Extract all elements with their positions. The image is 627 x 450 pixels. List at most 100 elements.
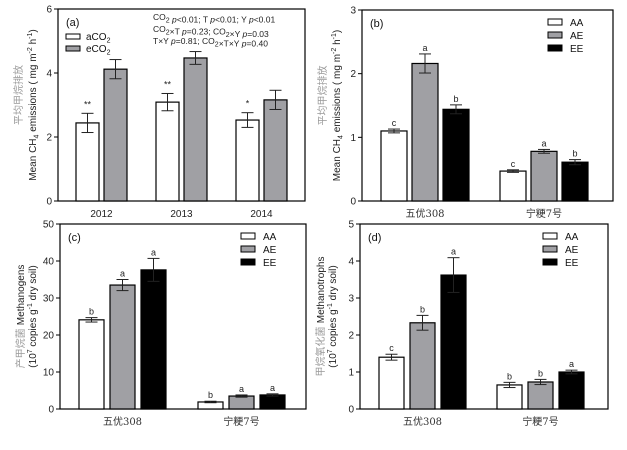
stats-line-part: p — [171, 15, 177, 25]
y-tick-label: 2 — [46, 133, 52, 144]
legend-swatch-AE — [240, 245, 256, 253]
stats-line-part: CO — [153, 12, 166, 22]
y-axis-label-units-part: copies g — [328, 309, 339, 349]
x-category-label: 2013 — [170, 209, 193, 220]
y-axis-label-units: (107 copies g-1 dry soil) — [327, 265, 339, 367]
bar-AE-1 — [228, 395, 255, 410]
stats-line-part: < — [215, 15, 220, 25]
legend-swatch-aCO2 — [65, 33, 81, 40]
significance-label: a — [120, 269, 125, 279]
legend-label-part: 2 — [107, 38, 111, 45]
significance-label: a — [569, 359, 574, 369]
legend: AA AE EE — [542, 232, 579, 269]
y-tick-label: 4 — [348, 257, 354, 268]
stats-line-part: 2 — [166, 30, 170, 37]
y-tick-label: 30 — [43, 294, 55, 305]
legend-swatch-AE — [542, 245, 558, 253]
y-tick-label: 5 — [348, 220, 354, 231]
significance-label: a — [151, 247, 156, 257]
plot-frame — [59, 223, 307, 410]
y-axis-label: 产甲烷菌 Methanogens — [14, 265, 27, 369]
bar-AE-0 — [409, 322, 436, 410]
bar-aCO2-2 — [235, 119, 260, 202]
bar-AE-1 — [530, 150, 558, 202]
bar-eCO2-2 — [263, 99, 288, 202]
stats-line-part: CO — [213, 27, 226, 37]
y-tick-label: 6 — [46, 5, 52, 16]
y-tick-label: 20 — [43, 331, 55, 342]
stats-line-part: = — [247, 29, 252, 39]
bar-EE-0 — [440, 274, 467, 410]
y-axis-label-en: Methanogens — [16, 265, 27, 326]
legend-label: eCO2 — [86, 44, 111, 57]
x-category-label: 宁粳7号 — [526, 207, 562, 220]
stats-line-part: 0.01 — [259, 15, 276, 25]
y-axis-label-en: Methanotrophs — [316, 257, 327, 324]
significance-label: a — [270, 383, 275, 393]
y-axis-label: Mean CH4 emissions ( mg m-2 h-1) — [27, 29, 41, 180]
significance-label: b — [507, 371, 512, 381]
x-category-label: 宁粳7号 — [223, 415, 259, 428]
legend: AA AE EE — [547, 18, 584, 55]
y-axis-label-units-part: dry soil) — [328, 265, 339, 303]
y-axis-label-part: 4 — [338, 135, 345, 139]
y-tick-label: 0 — [348, 405, 354, 416]
y-axis-label-part: -2 — [331, 48, 338, 54]
bar-AE-0 — [411, 62, 439, 202]
panel-label: (c) — [68, 232, 81, 244]
significance-label: b — [89, 307, 94, 317]
bar-EE-1 — [558, 371, 585, 410]
y-axis-label-units-part: -1 — [27, 303, 34, 309]
stats-line-part: p — [241, 39, 247, 49]
legend-label: EE — [263, 258, 277, 269]
legend-label: AA — [263, 232, 277, 243]
stats-line-part: 2 — [215, 42, 219, 49]
y-axis-label-cn: 甲烷氧化菌 — [314, 323, 327, 376]
x-category-label: 五优308 — [103, 415, 142, 428]
y-axis-label-part: Mean CH — [332, 139, 343, 181]
y-tick-label: 1 — [348, 368, 354, 379]
significance-label: c — [389, 343, 394, 353]
y-axis-label-cn: 平均甲烷排放 — [12, 65, 25, 125]
x-category-label: 五优308 — [403, 415, 442, 428]
significance-label: a — [422, 43, 427, 53]
y-tick-label: 0 — [48, 405, 54, 416]
stats-line-part: p — [209, 15, 215, 25]
stats-line-part: 2 — [166, 18, 170, 25]
legend-label-part: aCO — [86, 32, 107, 43]
y-axis-label-part: -1 — [331, 33, 338, 39]
y-tick-label: 0 — [350, 197, 356, 208]
legend-swatch-EE — [240, 258, 256, 266]
bar-AA-0 — [380, 130, 408, 202]
y-axis-label-part: 4 — [34, 134, 41, 138]
significance-label: c — [392, 118, 397, 128]
stats-line-part: ×T — [170, 27, 182, 37]
significance-label: b — [420, 304, 425, 314]
y-axis-label-part: emissions ( mg m — [332, 54, 343, 135]
stats-line-part: 0.40 — [251, 39, 268, 49]
stats-line-part: 0.03 — [252, 29, 269, 39]
stats-line-part: p — [170, 36, 176, 46]
y-tick-label: 0 — [46, 197, 52, 208]
significance-label: b — [572, 149, 577, 159]
legend-label-part: 2 — [107, 50, 111, 57]
stats-line-part: p — [181, 27, 187, 37]
bar-EE-1 — [561, 161, 589, 202]
legend-label: AE — [565, 245, 579, 256]
plot-frame — [359, 223, 609, 410]
legend-label: aCO2 — [86, 32, 111, 45]
panel-c: 0 10 20 30 40 50 b b a a a a 五优308 宁粳7号 (c) AA AE EE 产甲烷菌 … — [14, 220, 307, 428]
stats-line-part: 2 — [226, 32, 230, 39]
plot-frame — [57, 8, 306, 202]
bar-AE-1 — [527, 381, 554, 410]
y-axis-label-cn: 平均甲烷排放 — [316, 66, 329, 126]
legend-label: EE — [570, 44, 584, 55]
legend-label: AA — [565, 232, 579, 243]
x-category-label: 2014 — [250, 209, 273, 220]
x-category-label: 2012 — [90, 209, 113, 220]
y-axis-label-part: ) — [332, 30, 343, 33]
bar-AE-0 — [109, 284, 136, 410]
